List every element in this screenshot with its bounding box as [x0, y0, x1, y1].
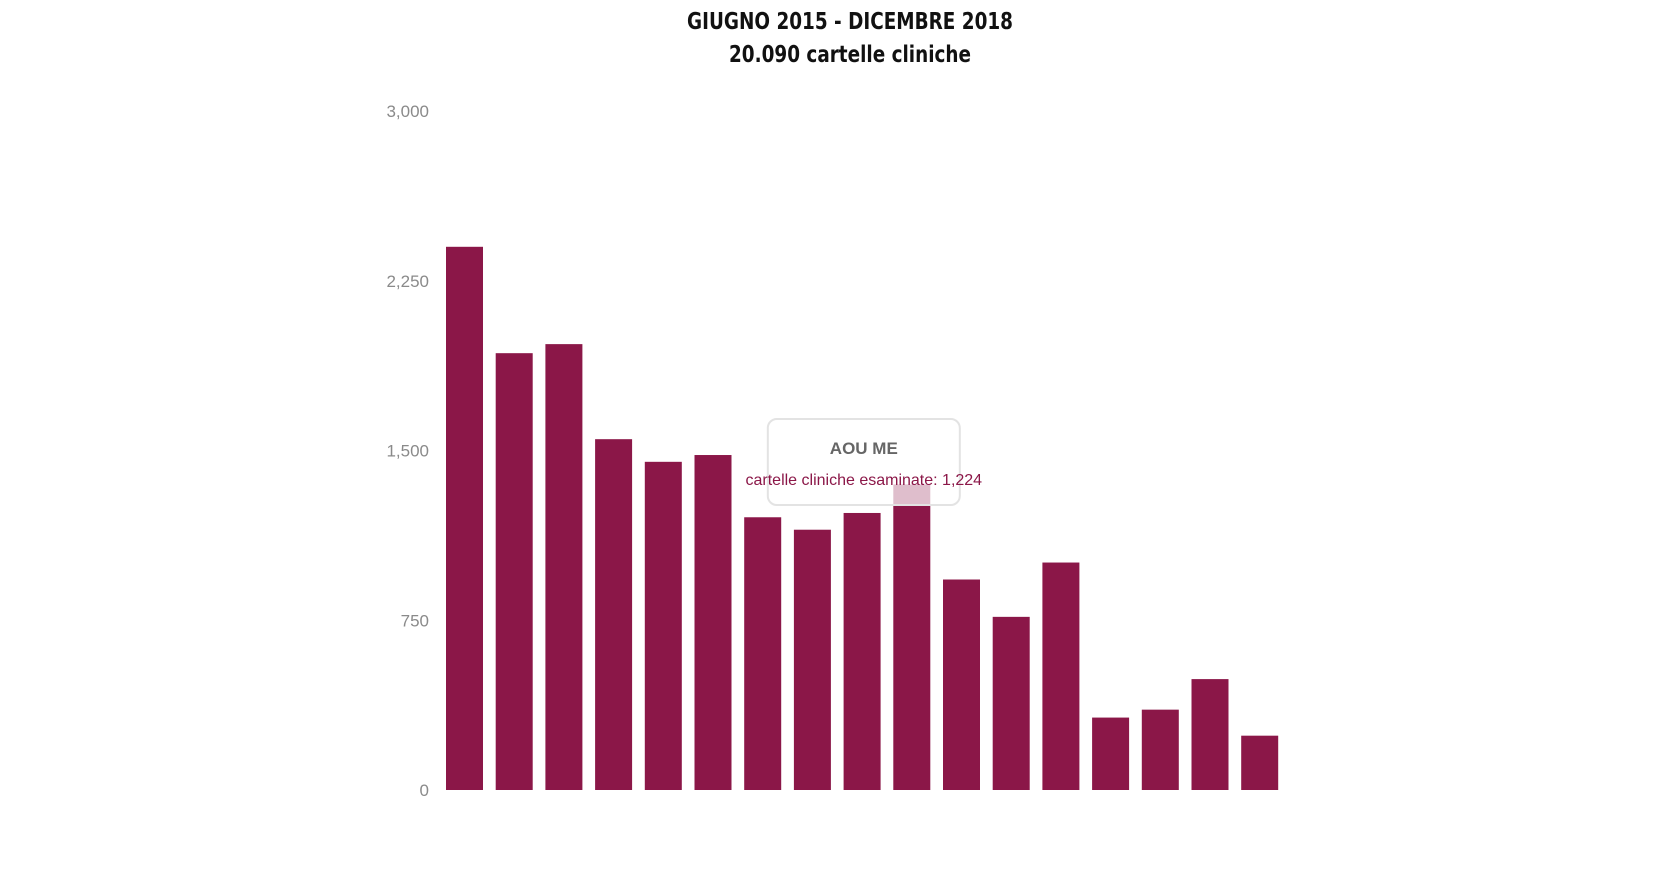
chart-title-block: GIUGNO 2015 - DICEMBRE 2018 20.090 carte… [0, 6, 1667, 72]
bar[interactable] [744, 517, 782, 790]
bar[interactable] [446, 246, 483, 791]
bar[interactable] [545, 344, 583, 790]
tooltip-title: AOU ME [830, 439, 898, 458]
bar[interactable] [595, 439, 633, 790]
bar[interactable] [644, 461, 682, 790]
bar[interactable] [1191, 679, 1229, 790]
bar[interactable] [793, 529, 831, 790]
y-tick-label: 2,250 [386, 272, 429, 291]
bar[interactable] [943, 579, 980, 790]
y-tick-label: 1,500 [386, 442, 429, 461]
y-axis: 0 750 1,500 2,250 3,000 [386, 102, 429, 800]
y-tick-label: 0 [420, 781, 429, 800]
y-tick-label: 750 [401, 611, 429, 630]
bar[interactable] [1141, 709, 1179, 790]
bar[interactable] [1092, 717, 1130, 790]
bar[interactable] [1042, 562, 1080, 790]
chart-subtitle: 20.090 cartelle cliniche [729, 42, 971, 68]
bar[interactable] [843, 512, 881, 790]
bar[interactable] [1241, 735, 1279, 790]
bar[interactable] [992, 616, 1030, 790]
bars-group [446, 246, 1279, 791]
tooltip: AOU ME cartelle cliniche esaminate: 1,22… [746, 418, 983, 506]
y-tick-label: 3,000 [386, 102, 429, 121]
tooltip-box [766, 418, 961, 506]
chart-title: GIUGNO 2015 - DICEMBRE 2018 [687, 9, 1013, 35]
tooltip-label: cartelle cliniche esaminate: 1,224 [746, 472, 983, 489]
bar[interactable] [893, 484, 931, 790]
bar[interactable] [495, 353, 533, 790]
bar[interactable] [694, 455, 732, 790]
